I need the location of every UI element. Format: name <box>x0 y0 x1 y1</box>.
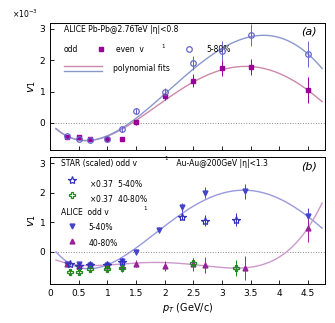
Text: 5-40%: 5-40% <box>89 223 113 232</box>
Text: ALICE Pb-Pb@2.76TeV |η|<0.8: ALICE Pb-Pb@2.76TeV |η|<0.8 <box>64 25 178 34</box>
Y-axis label: $v_1$: $v_1$ <box>26 214 38 227</box>
Text: (a): (a) <box>301 26 317 36</box>
Text: ALICE  odd v: ALICE odd v <box>61 208 109 217</box>
Text: $\times$0.37  5-40%: $\times$0.37 5-40% <box>89 178 143 189</box>
X-axis label: $p_T$ (GeV/c): $p_T$ (GeV/c) <box>162 301 213 315</box>
Text: 1: 1 <box>164 156 168 161</box>
Text: polynomial fits: polynomial fits <box>114 64 170 73</box>
Text: 1: 1 <box>161 44 165 49</box>
Text: 40-80%: 40-80% <box>89 238 118 247</box>
Text: (b): (b) <box>301 161 317 171</box>
Text: 5-80%: 5-80% <box>207 46 231 55</box>
Text: even  v: even v <box>116 46 144 55</box>
Text: odd: odd <box>64 46 78 55</box>
Text: Au-Au@200GeV |η|<1.3: Au-Au@200GeV |η|<1.3 <box>174 159 268 168</box>
Text: STAR (scaled) odd v: STAR (scaled) odd v <box>61 159 137 168</box>
Text: $\times$0.37  40-80%: $\times$0.37 40-80% <box>89 193 148 204</box>
Text: 1: 1 <box>144 206 147 211</box>
Text: $\times 10^{-3}$: $\times 10^{-3}$ <box>12 8 38 20</box>
Y-axis label: $v_1$: $v_1$ <box>26 80 38 92</box>
